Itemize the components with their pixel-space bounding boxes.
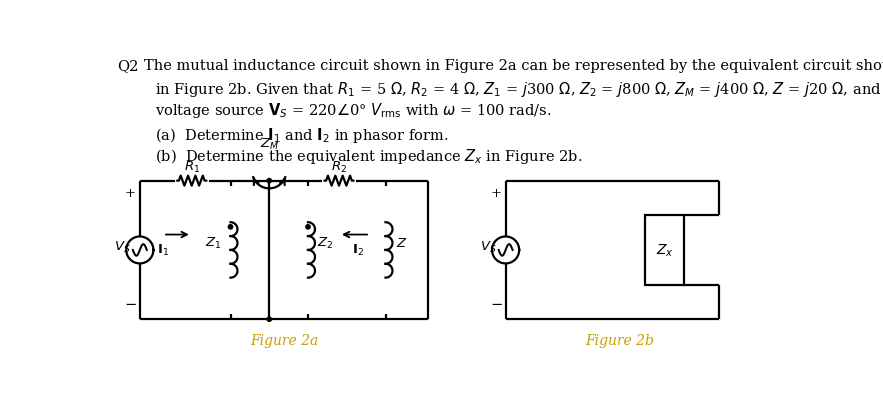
Text: $R_2$: $R_2$: [331, 159, 347, 174]
Text: −: −: [125, 297, 137, 311]
Circle shape: [267, 317, 271, 321]
Text: Figure 2b: Figure 2b: [585, 333, 654, 347]
Circle shape: [306, 225, 310, 229]
Text: $V_S$: $V_S$: [114, 239, 131, 254]
Bar: [645, 216, 683, 285]
Text: Q2: Q2: [117, 59, 139, 73]
Text: $\mathbf{I}_1$: $\mathbf{I}_1$: [157, 242, 170, 257]
Text: $Z_2$: $Z_2$: [317, 235, 334, 250]
Text: $V_S$: $V_S$: [479, 239, 496, 254]
Text: in Figure 2b. Given that $R_1$ = 5 $\Omega$, $R_2$ = 4 $\Omega$, $Z_1$ = $j$300 : in Figure 2b. Given that $R_1$ = 5 $\Ome…: [155, 80, 883, 99]
Text: (b)  Determine the equivalent impedance $Z_x$ in Figure 2b.: (b) Determine the equivalent impedance $…: [155, 147, 582, 166]
Circle shape: [229, 225, 232, 229]
Text: voltage source $\mathbf{V}_S$ = 220$\angle$0° $V_{\rm rms}$ with $\omega$ = 100 : voltage source $\mathbf{V}_S$ = 220$\ang…: [155, 101, 551, 119]
Text: Figure 2a: Figure 2a: [250, 333, 318, 347]
Text: The mutual inductance circuit shown in Figure 2a can be represented by the equiv: The mutual inductance circuit shown in F…: [145, 59, 883, 73]
Text: +: +: [125, 186, 136, 199]
Text: $Z_1$: $Z_1$: [205, 235, 222, 250]
Text: $R_1$: $R_1$: [184, 159, 200, 174]
Text: (a)  Determine $\mathbf{I}_1$ and $\mathbf{I}_2$ in phasor form.: (a) Determine $\mathbf{I}_1$ and $\mathb…: [155, 126, 449, 145]
Text: −: −: [490, 297, 502, 311]
Circle shape: [267, 179, 271, 183]
Text: $\mathbf{I}_2$: $\mathbf{I}_2$: [352, 242, 365, 257]
Text: $Z_x$: $Z_x$: [656, 242, 674, 258]
Text: $Z_M$: $Z_M$: [260, 137, 279, 152]
Text: $Z$: $Z$: [396, 236, 407, 249]
Text: +: +: [491, 186, 502, 199]
